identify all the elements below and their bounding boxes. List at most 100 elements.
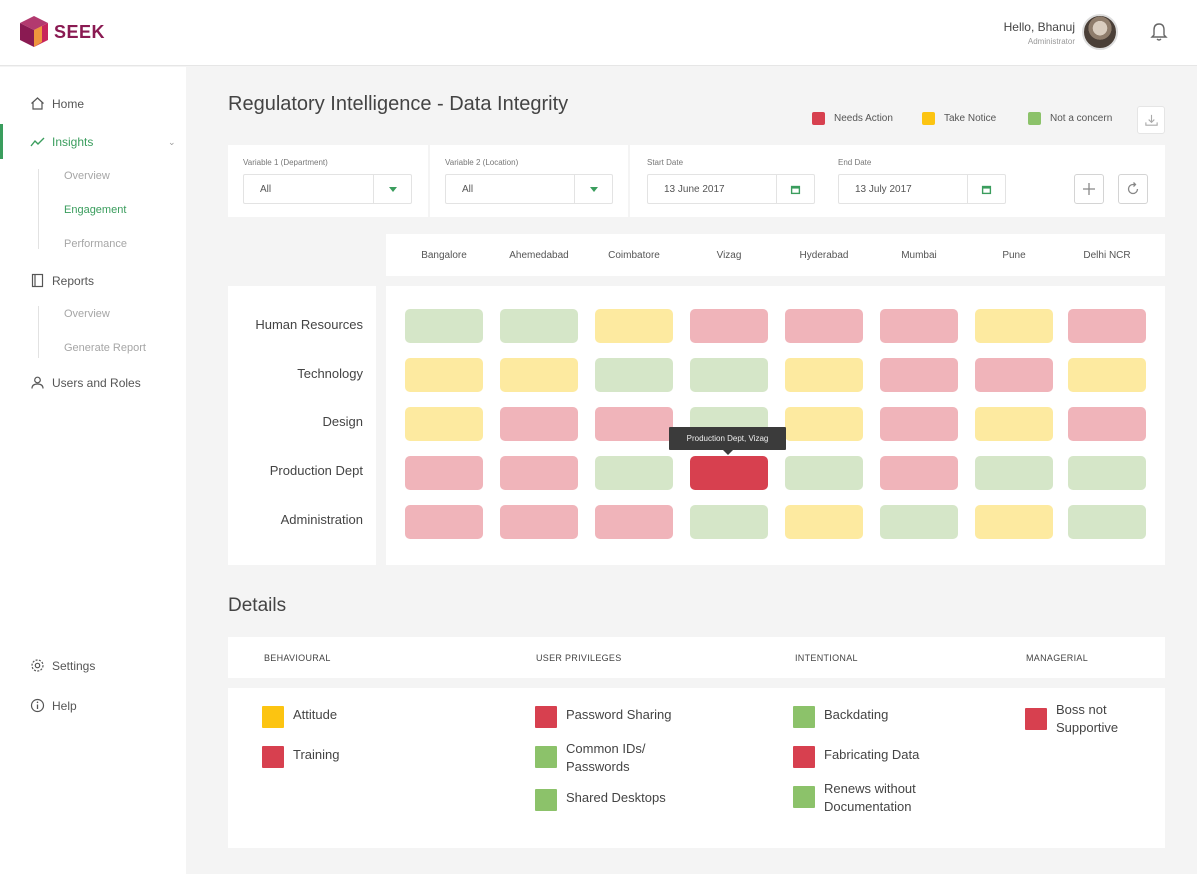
heatmap-cell[interactable] — [500, 456, 578, 490]
date-value: 13 July 2017 — [855, 184, 912, 195]
heatmap-cell[interactable] — [595, 358, 673, 392]
heatmap-cell[interactable] — [1068, 358, 1146, 392]
calendar-icon — [981, 185, 992, 194]
heatmap-cell[interactable] — [975, 505, 1053, 539]
heatmap-cell[interactable] — [405, 309, 483, 343]
heatmap-cell[interactable] — [405, 407, 483, 441]
heatmap-cell[interactable] — [785, 456, 863, 490]
sidebar-subitem-reports-overview[interactable]: Overview — [64, 308, 110, 320]
reset-button[interactable] — [1118, 174, 1148, 204]
download-button[interactable] — [1137, 106, 1165, 134]
heatmap-cell[interactable] — [975, 309, 1053, 343]
city-label: Coimbatore — [608, 250, 660, 261]
heatmap-cell[interactable] — [1068, 456, 1146, 490]
heatmap-cell-selected[interactable] — [690, 456, 768, 490]
detail-label: Shared Desktops — [566, 790, 666, 805]
heatmap-cell[interactable] — [500, 358, 578, 392]
dropdown-button[interactable] — [574, 175, 612, 203]
start-date-input[interactable]: 13 June 2017 — [647, 174, 815, 204]
heatmap-cell[interactable] — [595, 407, 673, 441]
add-button[interactable] — [1074, 174, 1104, 204]
logo-text: SEEK — [54, 21, 106, 42]
heatmap-cell[interactable] — [405, 505, 483, 539]
heatmap-cell[interactable] — [880, 407, 958, 441]
detail-label: Password Sharing — [566, 707, 672, 722]
top-bar: SEEK Hello, Bhanuj Administrator — [0, 0, 1197, 66]
details-header: BEHAVIOURAL USER PRIVILEGES INTENTIONAL … — [228, 637, 1165, 678]
detail-item: Password Sharing — [535, 706, 696, 728]
status-swatch — [793, 786, 815, 808]
detail-label: Fabricating Data — [824, 747, 920, 762]
heatmap-cell[interactable] — [1068, 505, 1146, 539]
heatmap-cell[interactable] — [1068, 309, 1146, 343]
heatmap-cell[interactable] — [595, 505, 673, 539]
heatmap-cell[interactable] — [880, 456, 958, 490]
sidebar-item-insights[interactable]: Insights — [30, 134, 93, 149]
detail-item: Boss not Supportive — [1025, 701, 1136, 737]
legend-swatch-yellow — [922, 112, 935, 125]
filter-label: Start Date — [647, 158, 684, 167]
heatmap-cell[interactable] — [690, 505, 768, 539]
heatmap-cell[interactable] — [1068, 407, 1146, 441]
heatmap-cell[interactable] — [975, 456, 1053, 490]
heatmap-cell[interactable] — [975, 407, 1053, 441]
detail-label: Training — [293, 747, 340, 762]
sidebar-item-home[interactable]: Home — [30, 96, 84, 111]
cell-tooltip: Production Dept, Vizag — [669, 427, 786, 455]
column-header-user-privileges: USER PRIVILEGES — [536, 653, 622, 663]
department-labels: Human Resources Technology Design Produc… — [228, 286, 376, 565]
sidebar-subitem-generate-report[interactable]: Generate Report — [64, 342, 146, 354]
city-label: Hyderabad — [799, 250, 849, 261]
sidebar-item-reports[interactable]: Reports — [30, 273, 94, 288]
calendar-button[interactable] — [967, 175, 1005, 203]
detail-label: Common IDs/ Passwords — [566, 741, 646, 774]
info-icon — [30, 698, 45, 713]
filter-label: Variable 2 (Location) — [445, 158, 519, 167]
heatmap-cell[interactable] — [785, 358, 863, 392]
select-value: All — [462, 184, 474, 195]
heatmap-cell[interactable] — [500, 309, 578, 343]
heatmap-cell[interactable] — [880, 505, 958, 539]
sidebar-item-users-and-roles[interactable]: Users and Roles — [30, 375, 141, 390]
heatmap-cell[interactable] — [405, 456, 483, 490]
status-swatch — [535, 789, 557, 811]
heatmap-cell[interactable] — [500, 407, 578, 441]
chevron-down-icon[interactable]: ⌄ — [168, 137, 176, 147]
location-select[interactable]: All — [445, 174, 613, 204]
sidebar-item-settings[interactable]: Settings — [30, 658, 95, 673]
heatmap-cell[interactable] — [785, 505, 863, 539]
sidebar-subitem-overview[interactable]: Overview — [64, 170, 110, 182]
department-label: Technology — [297, 366, 363, 381]
heatmap-cell[interactable] — [690, 309, 768, 343]
heatmap-cell[interactable] — [880, 358, 958, 392]
department-select[interactable]: All — [243, 174, 412, 204]
sidebar-subitem-performance[interactable]: Performance — [64, 238, 127, 250]
legend-label: Take Notice — [944, 113, 997, 124]
subnav-line — [38, 306, 39, 358]
heatmap-cell[interactable] — [785, 309, 863, 343]
heatmap-cell[interactable] — [690, 358, 768, 392]
logo[interactable]: SEEK — [18, 14, 105, 50]
heatmap-cell[interactable] — [595, 456, 673, 490]
bell-icon[interactable] — [1150, 22, 1168, 42]
end-date-input[interactable]: 13 July 2017 — [838, 174, 1006, 204]
dropdown-button[interactable] — [373, 175, 411, 203]
sidebar-item-help[interactable]: Help — [30, 698, 77, 713]
heatmap-cell[interactable] — [500, 505, 578, 539]
heatmap-cell[interactable] — [785, 407, 863, 441]
column-header-intentional: INTENTIONAL — [795, 653, 858, 663]
avatar[interactable] — [1082, 14, 1118, 50]
heatmap-grid — [386, 286, 1165, 565]
heatmap-cell[interactable] — [405, 358, 483, 392]
seek-cube-logo-icon — [20, 16, 48, 47]
heatmap-cell[interactable] — [975, 358, 1053, 392]
home-icon — [31, 97, 44, 110]
calendar-button[interactable] — [776, 175, 814, 203]
heatmap-cell[interactable] — [595, 309, 673, 343]
details-title: Details — [228, 595, 287, 616]
detail-item: Shared Desktops — [535, 789, 696, 811]
heatmap-cell[interactable] — [880, 309, 958, 343]
sidebar-subitem-engagement[interactable]: Engagement — [64, 204, 127, 216]
filter-label: Variable 1 (Department) — [243, 158, 328, 167]
user-info[interactable]: Hello, Bhanuj Administrator — [1004, 20, 1075, 46]
